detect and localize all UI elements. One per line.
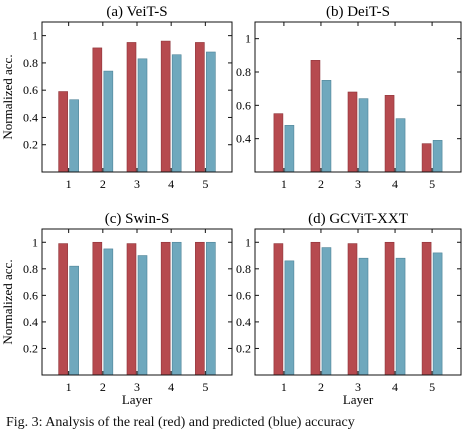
- bar-real-1: [273, 113, 284, 173]
- bar-real-3: [347, 91, 358, 173]
- bar-predicted-4: [171, 54, 182, 173]
- x-tick-label: 5: [202, 177, 208, 191]
- y-tick-label: 1: [245, 235, 251, 249]
- y-tick-label: 0.6: [236, 98, 251, 112]
- y-tick-label: 0.4: [23, 110, 38, 124]
- bar-real-2: [310, 241, 321, 376]
- y-tick-label: 1: [32, 29, 38, 43]
- x-tick-label: 4: [168, 380, 174, 394]
- bar-predicted-1: [69, 99, 79, 173]
- bar-real-2: [92, 241, 103, 376]
- chart-panel-1: (a) VeiT-S 0.2 0.4 0.6 0.8 1 1 2 3 4 5 Normalized a…: [0, 4, 233, 191]
- figure-caption: Fig. 3: Analysis of the real (red) and p…: [6, 416, 355, 430]
- x-tick-label: 5: [429, 177, 435, 191]
- x-tick-label: 4: [392, 177, 398, 191]
- bar-predicted-4: [395, 118, 406, 173]
- chart-title: (a) VeiT-S: [106, 4, 167, 20]
- chart-title: (b) DeiT-S: [326, 4, 390, 20]
- y-tick-label: 1: [245, 32, 251, 46]
- bar-real-2: [92, 47, 103, 173]
- bar-real-3: [347, 243, 358, 376]
- x-tick-label: 2: [100, 380, 106, 394]
- y-tick-label: 0.4: [236, 132, 251, 146]
- bar-predicted-5: [432, 252, 443, 376]
- y-tick-label: 0.6: [236, 288, 251, 302]
- y-tick-label: 0.8: [23, 56, 38, 70]
- bar-predicted-4: [171, 241, 182, 376]
- x-axis-label: Layer: [343, 392, 374, 407]
- bar-predicted-3: [137, 255, 148, 376]
- x-tick-label: 1: [281, 380, 287, 394]
- x-axis-label: Layer: [122, 392, 153, 407]
- x-tick-label: 4: [168, 177, 174, 191]
- bar-predicted-2: [103, 248, 114, 376]
- bar-predicted-3: [358, 98, 369, 173]
- x-tick-label: 3: [134, 177, 140, 191]
- x-tick-label: 2: [100, 177, 106, 191]
- bar-predicted-5: [206, 241, 216, 376]
- bar-real-3: [126, 42, 137, 173]
- x-tick-label: 1: [281, 177, 287, 191]
- bar-real-4: [160, 40, 171, 173]
- y-tick-label: 0.2: [23, 341, 38, 355]
- y-axis-label: Normalized acc.: [0, 259, 15, 344]
- bar-real-4: [160, 241, 171, 376]
- x-tick-label: 1: [66, 380, 72, 394]
- chart-title: (c) Swin-S: [105, 211, 170, 227]
- bar-real-5: [195, 42, 205, 173]
- bar-real-2: [310, 60, 321, 173]
- bar-predicted-5: [432, 140, 443, 173]
- x-tick-label: 5: [202, 380, 208, 394]
- y-tick-label: 1: [32, 235, 38, 249]
- y-tick-label: 0.2: [23, 138, 38, 152]
- x-tick-label: 3: [355, 177, 361, 191]
- bar-real-1: [58, 243, 68, 376]
- bar-real-5: [195, 241, 205, 376]
- x-tick-label: 3: [134, 380, 140, 394]
- y-axis-label: Normalized acc.: [0, 54, 15, 139]
- bar-predicted-1: [284, 260, 295, 376]
- bar-predicted-1: [284, 125, 295, 173]
- y-tick-label: 0.2: [236, 341, 251, 355]
- chart-panel-2: (b) DeiT-S 0.4 0.6 0.8 1 1 2 3 4 5: [236, 4, 462, 191]
- y-tick-label: 0.8: [236, 65, 251, 79]
- x-tick-label: 2: [318, 177, 324, 191]
- x-tick-label: 4: [392, 380, 398, 394]
- x-tick-label: 5: [429, 380, 435, 394]
- bar-real-4: [384, 241, 395, 376]
- y-tick-label: 0.8: [23, 262, 38, 276]
- bar-predicted-1: [69, 265, 79, 376]
- chart-panel-3: (c) Swin-S 0.2 0.4 0.6 0.8 1 1 2 3 4 5 Normalized a…: [0, 211, 233, 407]
- y-tick-label: 0.6: [23, 83, 38, 97]
- x-tick-label: 2: [318, 380, 324, 394]
- y-tick-label: 0.6: [23, 288, 38, 302]
- chart-panel-4: (d) GCViT-XXT 0.2 0.4 0.6 0.8 1 1 2 3 4 5 Layer: [236, 211, 462, 407]
- bar-predicted-5: [206, 51, 216, 173]
- bar-predicted-4: [395, 257, 406, 376]
- x-tick-label: 1: [66, 177, 72, 191]
- bar-real-3: [126, 243, 137, 376]
- chart-title: (d) GCViT-XXT: [308, 211, 408, 227]
- bar-predicted-2: [321, 80, 332, 173]
- bar-real-5: [421, 143, 432, 173]
- y-tick-label: 0.8: [236, 262, 251, 276]
- x-tick-label: 3: [355, 380, 361, 394]
- bar-predicted-3: [137, 58, 148, 173]
- bar-predicted-2: [103, 70, 114, 173]
- bar-predicted-2: [321, 247, 332, 376]
- bar-real-5: [421, 241, 432, 376]
- bar-real-1: [273, 243, 284, 376]
- bar-real-1: [58, 91, 68, 173]
- bar-predicted-3: [358, 257, 369, 376]
- y-tick-label: 0.4: [23, 315, 38, 329]
- bar-real-4: [384, 95, 395, 173]
- y-tick-label: 0.4: [236, 315, 251, 329]
